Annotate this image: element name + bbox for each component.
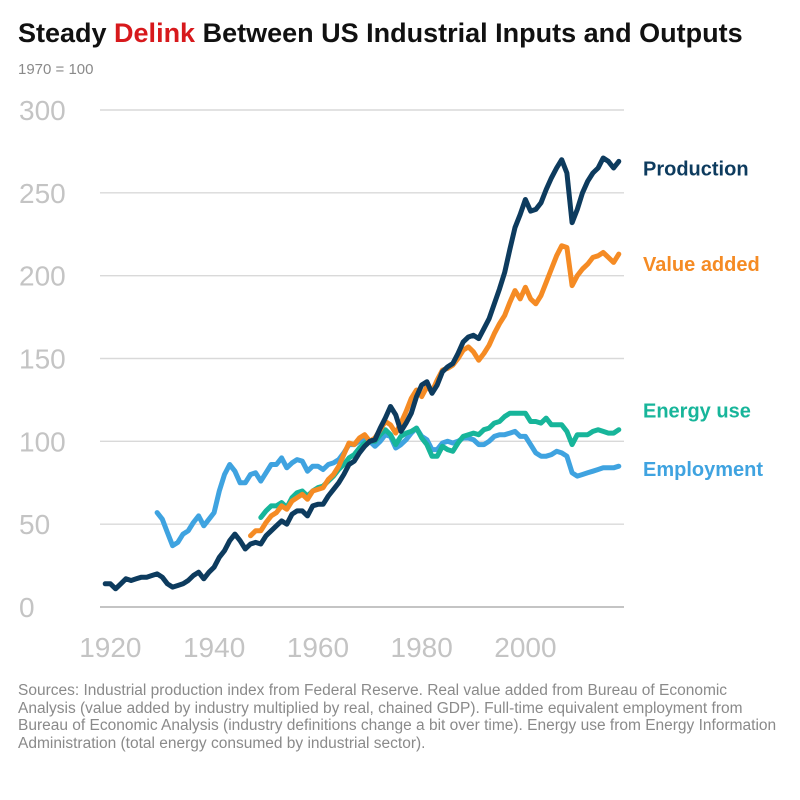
x-tick-label: 2000 (494, 632, 556, 663)
series-label-employment: Employment (643, 459, 763, 481)
chart-subtitle: 1970 = 100 (18, 61, 94, 78)
series-label-energy-use: Energy use (643, 401, 751, 423)
title-highlight: Delink (114, 18, 196, 48)
series-line-production (102, 155, 622, 592)
x-tick-label: 1940 (183, 632, 245, 663)
y-tick-label: 250 (19, 178, 66, 209)
gridlines (100, 109, 624, 608)
y-tick-label: 300 (19, 95, 66, 126)
series-line-employment (154, 425, 622, 549)
axis-and-series-labels: 0 50 100 150 200 250 300 1920 1940 1960 1980 2000 Pr… (19, 95, 763, 663)
y-tick-label: 0 (19, 592, 35, 623)
title-pre: Steady (18, 18, 115, 48)
x-tick-label: 1920 (79, 632, 141, 663)
sources-note: Sources: Industrial production index fro… (18, 682, 777, 752)
y-tick-label: 50 (19, 509, 50, 540)
series-label-production: Production (643, 158, 749, 180)
y-tick-label: 200 (19, 261, 66, 292)
series-label-value-added: Value added (643, 254, 760, 276)
x-tick-label: 1980 (391, 632, 453, 663)
y-tick-label: 100 (19, 426, 66, 457)
series-lines (102, 155, 622, 592)
title-post: Between US Industrial Inputs and Outputs (195, 18, 743, 48)
x-tick-label: 1960 (287, 632, 349, 663)
y-tick-label: 150 (19, 344, 66, 375)
chart-title: Steady Delink Between US Industrial Inpu… (18, 18, 743, 49)
